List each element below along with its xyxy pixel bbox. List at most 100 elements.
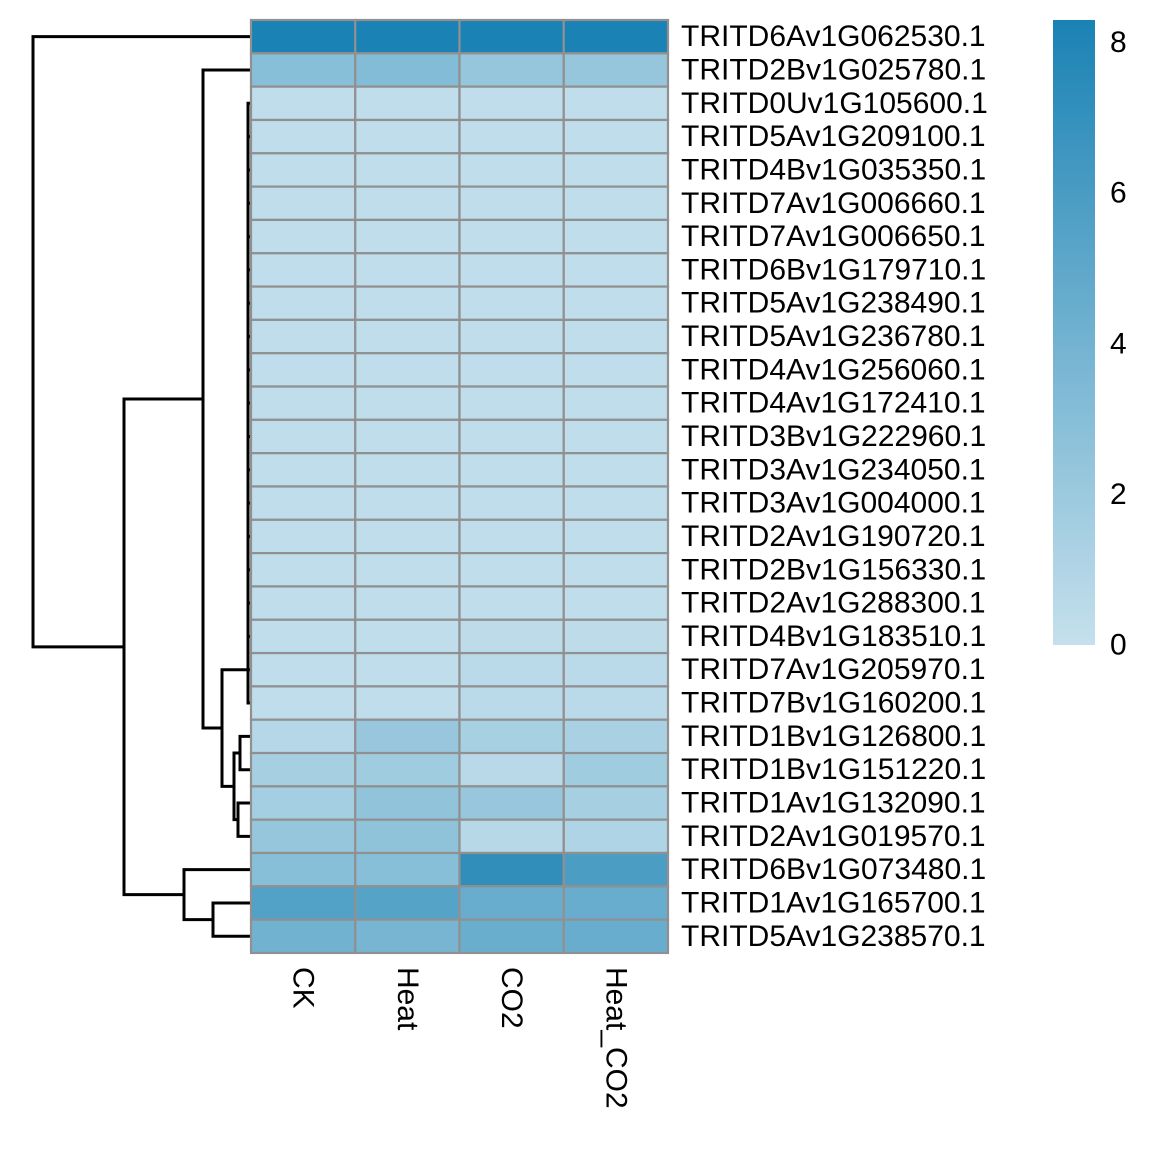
row-label: TRITD1Av1G132090.1 (681, 787, 986, 820)
heatmap-cell (249, 318, 357, 355)
heatmap-cell (249, 352, 357, 388)
dendrogram-branch (31, 35, 251, 649)
heatmap-cell (249, 651, 357, 688)
heatmap-cell (562, 651, 670, 688)
column-label: Heat (391, 967, 424, 1031)
row-label: TRITD1Bv1G126800.1 (681, 720, 986, 753)
heatmap-cell (458, 385, 565, 421)
heatmap-cell (458, 18, 565, 55)
heatmap-cell (562, 718, 670, 755)
column-labels: CK Heat CO2 Heat_CO2 (287, 967, 633, 1109)
heatmap-cell (249, 452, 357, 488)
row-label: TRITD4Bv1G183510.1 (681, 620, 986, 653)
heatmap-cell (562, 452, 670, 488)
heatmap-cell (249, 285, 357, 321)
heatmap-cell (562, 685, 670, 721)
heatmap-cell (562, 52, 670, 88)
heatmap-cell (354, 818, 461, 855)
heatmap-cell (249, 552, 357, 588)
heatmap-cell (354, 485, 461, 521)
heatmap-cell (458, 518, 565, 555)
heatmap-cell (354, 918, 461, 955)
heatmap-cell (562, 385, 670, 421)
row-labels: TRITD6Av1G062530.1TRITD2Bv1G025780.1TRIT… (681, 20, 988, 953)
heatmap-cell (354, 685, 461, 721)
row-dendrogram (31, 35, 251, 938)
heatmap-cell (354, 585, 461, 621)
heatmap-cell (249, 485, 357, 521)
heatmap-cell (562, 552, 670, 588)
heatmap-cell (562, 152, 670, 188)
heatmap-cell (249, 685, 357, 721)
heatmap-cell (562, 118, 670, 155)
row-label: TRITD5Av1G238490.1 (681, 287, 986, 320)
heatmap-cell (562, 751, 670, 788)
heatmap-cell (562, 185, 670, 222)
row-label: TRITD2Av1G019570.1 (681, 820, 986, 853)
heatmap-cell (458, 85, 565, 122)
heatmap-cell (458, 285, 565, 321)
heatmap-cell (458, 885, 565, 921)
heatmap-cell (354, 218, 461, 255)
colorbar-legend: 0 2 4 6 8 (1053, 20, 1127, 662)
heatmap-cell (249, 885, 357, 921)
heatmap-cell (562, 885, 670, 921)
heatmap-cell (354, 152, 461, 188)
heatmap-cell (354, 318, 461, 355)
heatmap-cell (458, 651, 565, 688)
heatmap-cell (562, 585, 670, 621)
row-label: TRITD3Bv1G222960.1 (681, 420, 986, 453)
heatmap-cell (458, 152, 565, 188)
heatmap-cell (249, 52, 357, 88)
heatmap-cell (354, 518, 461, 555)
heatmap-cell (458, 851, 565, 888)
heatmap-cell (354, 252, 461, 288)
heatmap-cell (249, 918, 357, 955)
heatmap-cell (458, 118, 565, 155)
heatmap-cell (458, 485, 565, 521)
row-label: TRITD2Av1G288300.1 (681, 587, 986, 620)
heatmap-cell (562, 252, 670, 288)
row-label: TRITD7Av1G006650.1 (681, 220, 986, 253)
heatmap-cell (458, 318, 565, 355)
row-label: TRITD4Bv1G035350.1 (681, 153, 986, 186)
heatmap-cell (458, 52, 565, 88)
row-label: TRITD5Av1G236780.1 (681, 320, 986, 353)
heatmap-cell (249, 18, 357, 55)
row-label: TRITD1Av1G165700.1 (681, 886, 986, 919)
heatmap-cell (458, 218, 565, 255)
heatmap-cell (458, 185, 565, 222)
heatmap-cells (249, 18, 670, 955)
heatmap-cell (249, 418, 357, 455)
heatmap-cell (249, 152, 357, 188)
heatmap-cell (354, 618, 461, 655)
heatmap-cell (249, 851, 357, 888)
heatmap-cell (249, 118, 357, 155)
heatmap-cell (458, 718, 565, 755)
heatmap-cell (562, 352, 670, 388)
heatmap-cell (562, 18, 670, 55)
row-label: TRITD7Av1G205970.1 (681, 653, 986, 686)
colorbar-tick-label: 2 (1110, 478, 1127, 511)
row-label: TRITD7Av1G006660.1 (681, 187, 986, 220)
row-label: TRITD5Av1G238570.1 (681, 920, 986, 953)
colorbar-tick-label: 6 (1110, 177, 1127, 210)
heatmap-cell (562, 518, 670, 555)
column-label: CO2 (495, 967, 528, 1029)
heatmap-cell (562, 785, 670, 821)
heatmap-cell (562, 218, 670, 255)
heatmap-cell (354, 52, 461, 88)
row-label: TRITD4Av1G256060.1 (681, 353, 986, 386)
heatmap-cell (562, 918, 670, 955)
heatmap-cell (458, 818, 565, 855)
heatmap-cell (458, 552, 565, 588)
dendrogram-branch (238, 734, 251, 772)
heatmap-cell (562, 318, 670, 355)
heatmap-cell (249, 585, 357, 621)
heatmap-cell (249, 385, 357, 421)
heatmap-cell (354, 185, 461, 222)
heatmap-cell (249, 218, 357, 255)
column-label: CK (287, 967, 320, 1009)
row-label: TRITD3Av1G004000.1 (681, 487, 986, 520)
row-label: TRITD4Av1G172410.1 (681, 387, 986, 420)
